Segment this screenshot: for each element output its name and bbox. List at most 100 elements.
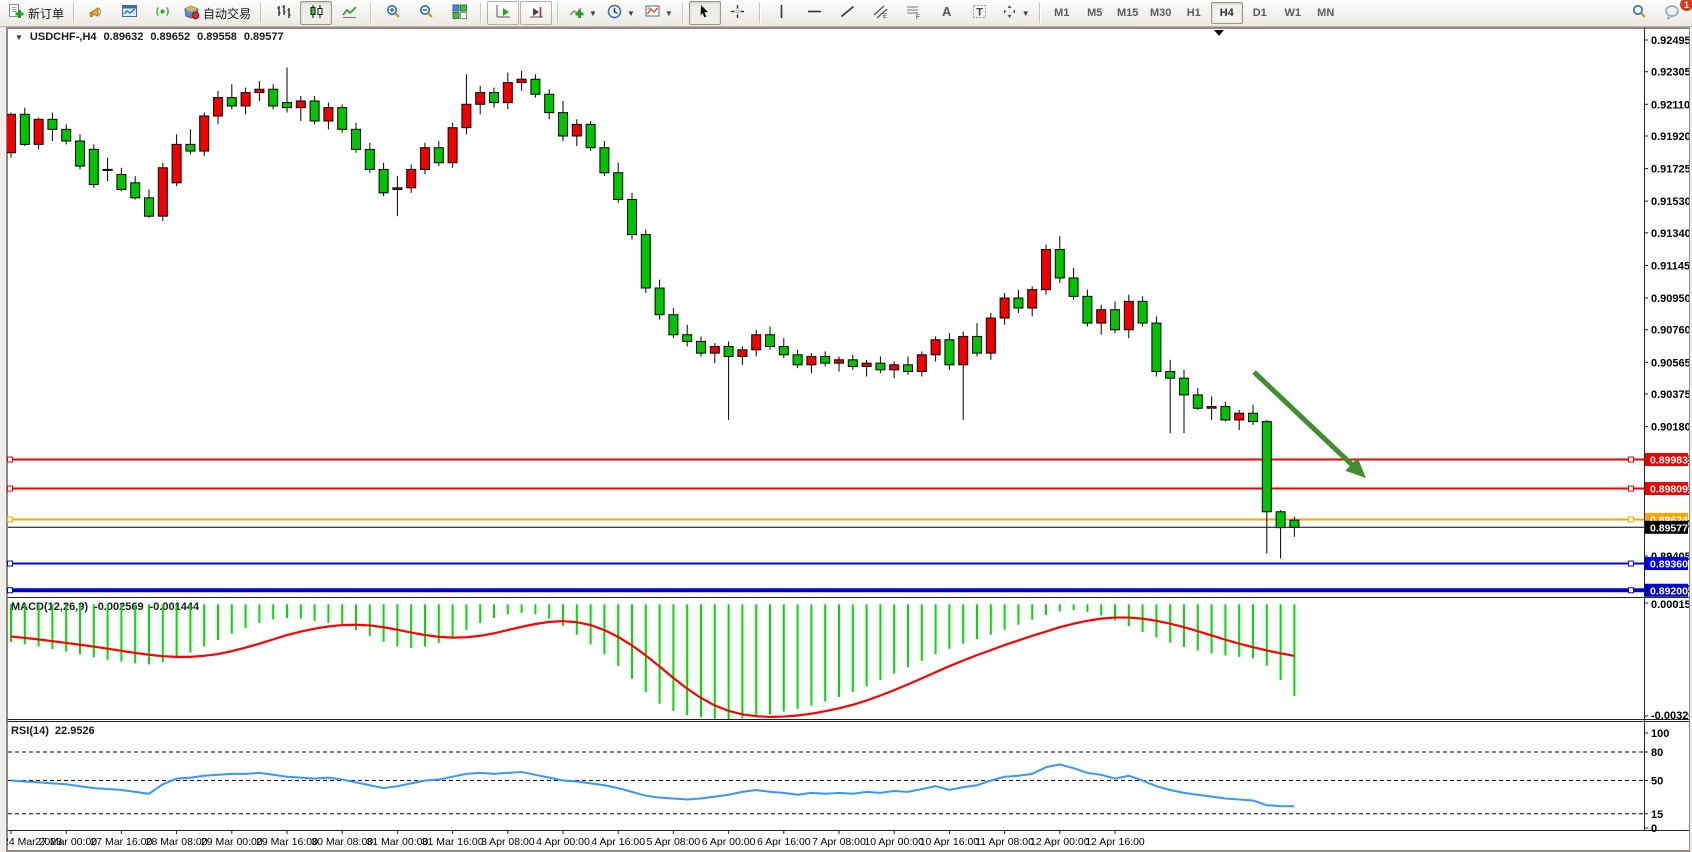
macd-layer [10,604,1296,719]
dropdown-arrow-icon[interactable]: ▼ [626,8,635,18]
crosshair-icon [729,3,746,23]
svg-text:0.89983: 0.89983 [1650,455,1688,467]
low-value: 0.89558 [197,31,237,43]
auto-scroll-button[interactable] [487,1,520,25]
chevron-down-icon[interactable]: ▼ [15,32,23,42]
zoom-in-button[interactable] [377,1,409,25]
new-order-button[interactable]: 新订单 [4,1,68,25]
timeframe-mn-button[interactable]: MN [1317,7,1335,19]
new-order-icon [8,3,25,23]
svg-text:0.89360: 0.89360 [1650,559,1688,571]
svg-text:T: T [976,7,983,19]
svg-text:-0.003208: -0.003208 [1651,710,1689,722]
dropdown-arrow-icon[interactable]: ▼ [1021,8,1030,18]
toolbar: 新订单 自动交易 ▼ ▼ ▼ E F A T ▼ M1 M5 M15 M30 H1 H4 D1 W1 MN 1 [0,0,1692,27]
market-window-button[interactable] [113,1,145,25]
svg-text:0.89809: 0.89809 [1650,484,1688,496]
timeframe-w1-button[interactable]: W1 [1284,7,1301,19]
svg-text:27 Mar 00:00: 27 Mar 00:00 [35,836,97,848]
trendline-button[interactable] [832,1,864,25]
indicator-add-icon [568,3,585,23]
svg-text:0.91920: 0.91920 [1651,131,1689,143]
signal-icon [154,3,171,23]
candlestick-chart-button[interactable] [300,1,333,25]
svg-text:0: 0 [1651,823,1657,835]
timeframe-d1-button[interactable]: D1 [1252,7,1267,19]
timeframe-h4-button[interactable]: H4 [1210,2,1243,24]
svg-text:0.90950: 0.90950 [1651,293,1689,305]
bars-icon [275,3,292,23]
toolbar-separator [758,3,761,23]
arrows-button[interactable]: ▼ [997,1,1034,25]
chart-canvas[interactable]: 0.92495 0.92305 0.92110 0.91920 0.91725 0.915… [7,28,1689,851]
rsi-line [10,763,1295,808]
timeframe-m5-button[interactable]: M5 [1087,7,1103,19]
toolbar-separator [73,3,76,23]
svg-text:0.00015: 0.00015 [1651,599,1689,611]
svg-text:7 Apr 08:00: 7 Apr 08:00 [812,836,866,848]
candles-layer [7,67,1300,559]
macd-signal-line [10,616,1295,719]
toolbar-separator [1038,3,1041,23]
svg-text:0.90180: 0.90180 [1651,422,1689,434]
svg-text:0.91145: 0.91145 [1651,260,1689,272]
chart-shift-button[interactable] [520,1,553,25]
fibonacci-button[interactable]: F [898,1,930,25]
svg-text:0.92110: 0.92110 [1651,99,1689,111]
vline-icon [773,3,790,23]
alerts-button[interactable] [80,1,112,25]
search-button[interactable] [1623,1,1655,25]
indicators-button[interactable]: ▼ [564,1,601,25]
signals-button[interactable] [146,1,178,25]
high-value: 0.89652 [150,31,191,43]
periods-button[interactable]: ▼ [602,1,639,25]
svg-text:A: A [942,4,952,19]
svg-text:4 Apr 16:00: 4 Apr 16:00 [591,836,645,848]
svg-text:0.91725: 0.91725 [1651,164,1689,176]
svg-text:E: E [883,14,887,20]
timeframe-m30-button[interactable]: M30 [1150,7,1172,19]
timeframe-m1-button[interactable]: M1 [1054,7,1070,19]
trend-arrow [1252,370,1360,472]
dropdown-arrow-icon[interactable]: ▼ [664,8,673,18]
hline-icon [806,3,823,23]
templates-button[interactable]: ▼ [640,1,677,25]
macd-main-value: -0.002569 [94,601,144,613]
vertical-line-button[interactable] [766,1,798,25]
chart-window[interactable]: ▼ USDCHF-,H4 0.89632 0.89652 0.89558 0.8… [6,27,1690,852]
toolbar-separator [370,3,373,23]
tiles-icon [451,3,468,23]
svg-text:4 Apr 00:00: 4 Apr 00:00 [536,836,590,848]
svg-text:0.92495: 0.92495 [1651,35,1689,47]
equidistant-channel-button[interactable]: E [865,1,897,25]
timeframe-h1-button[interactable]: H1 [1186,7,1201,19]
timeframe-m15-button[interactable]: M15 [1117,7,1139,19]
auto-trading-button[interactable]: 自动交易 [179,1,255,25]
svg-text:3 Apr 08:00: 3 Apr 08:00 [481,836,535,848]
horizontal-line-button[interactable] [799,1,831,25]
rsi-value: 22.9526 [54,725,95,737]
hlines-layer [7,456,1644,594]
line-chart-button[interactable] [333,1,365,25]
notifications-button[interactable]: 1 [1656,0,1692,25]
toolbar-separator [480,3,483,23]
template-icon [644,3,661,23]
search-icon [1631,3,1648,23]
dropdown-arrow-icon[interactable]: ▼ [589,8,597,18]
cursor-button[interactable] [688,1,721,25]
close-value: 0.89577 [243,31,284,43]
svg-text:30 Mar 08:00: 30 Mar 08:00 [311,836,373,848]
cursor-icon [696,3,713,23]
svg-text:0.90760: 0.90760 [1651,325,1689,337]
svg-text:12 Apr 16:00: 12 Apr 16:00 [1085,836,1145,848]
text-label-button[interactable]: T [964,1,996,25]
tile-windows-button[interactable] [443,1,475,25]
text-button[interactable]: A [931,1,963,25]
crosshair-button[interactable] [722,1,754,25]
zoom-out-button[interactable] [410,1,442,25]
svg-text:100: 100 [1651,728,1669,740]
svg-text:0.90375: 0.90375 [1651,389,1689,401]
svg-text:10 Apr 16:00: 10 Apr 16:00 [920,836,980,848]
bar-chart-button[interactable] [267,1,299,25]
fibo-icon: F [905,3,922,23]
